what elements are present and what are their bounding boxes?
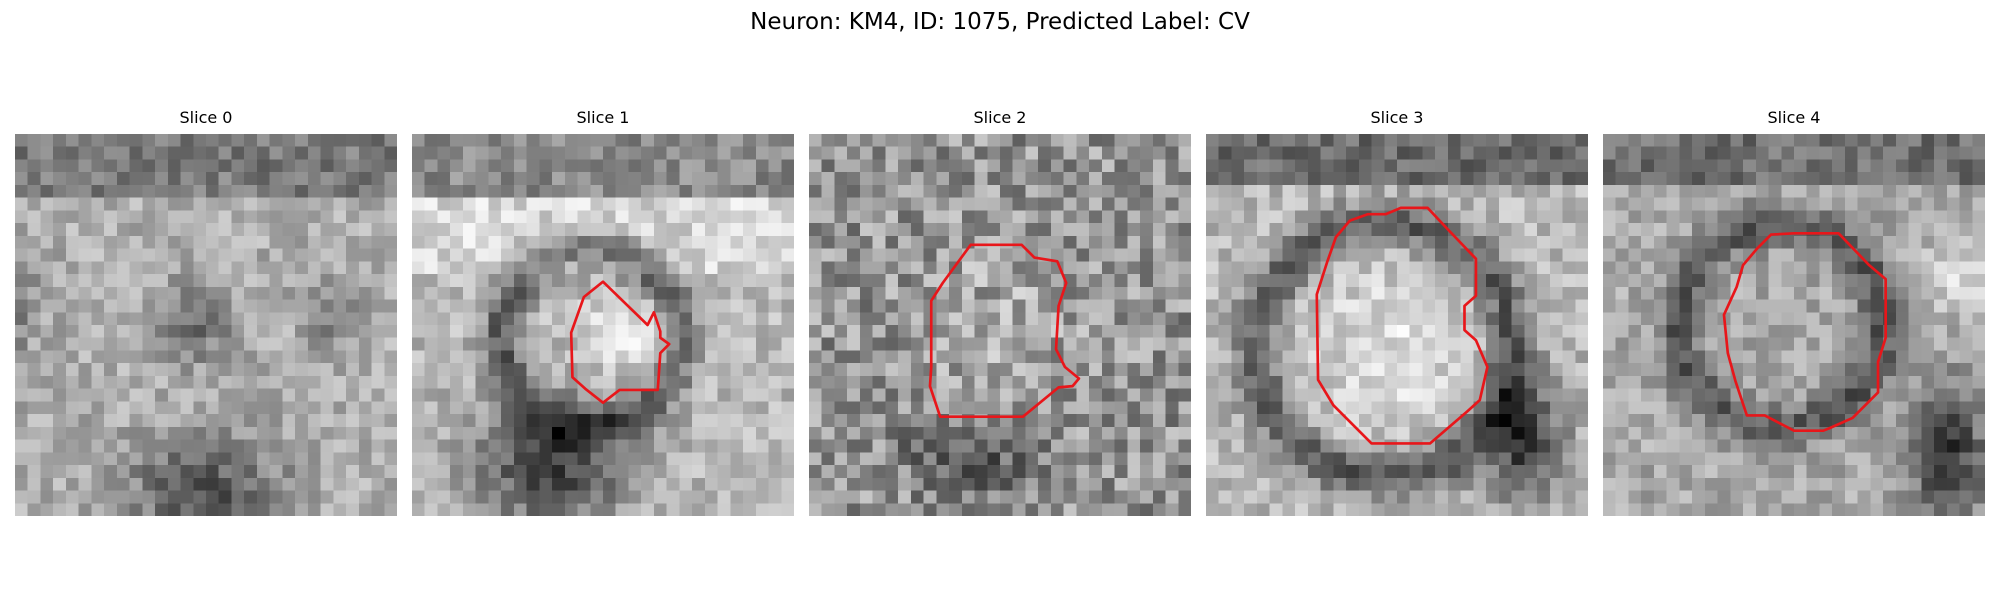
slice-image-0: [15, 134, 397, 516]
slice-panel-2: Slice 2: [809, 108, 1191, 516]
slice-title-3: Slice 3: [1370, 108, 1424, 127]
slice-image-4: [1603, 134, 1985, 516]
slice-panel-1: Slice 1: [412, 108, 794, 516]
slice-title-2: Slice 2: [973, 108, 1027, 127]
red-contour-slice-3: [1315, 206, 1489, 445]
slice-image-1: [412, 134, 794, 516]
slice-image-3: [1206, 134, 1588, 516]
slice-title-4: Slice 4: [1767, 108, 1821, 127]
slice-title-0: Slice 0: [179, 108, 233, 127]
slice-panel-0: Slice 0: [15, 108, 397, 516]
red-contour-slice-2: [928, 243, 1081, 419]
slice-panel-3: Slice 3: [1206, 108, 1588, 516]
slice-panel-4: Slice 4: [1603, 108, 1985, 516]
slice-title-1: Slice 1: [576, 108, 630, 127]
figure-title: Neuron: KM4, ID: 1075, Predicted Label: …: [750, 9, 1250, 35]
slice-image-2: [809, 134, 1191, 516]
red-contour-slice-1: [569, 280, 671, 405]
red-contour-slice-4: [1722, 231, 1888, 433]
